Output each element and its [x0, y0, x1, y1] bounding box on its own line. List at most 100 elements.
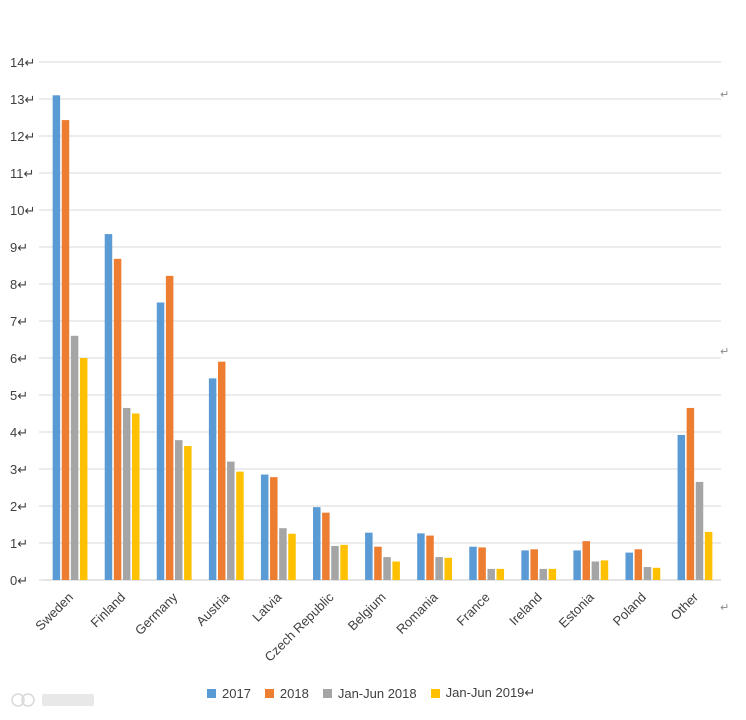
bar	[104, 234, 113, 581]
bar	[340, 544, 348, 580]
x-category-label: Estonia	[556, 589, 598, 631]
bar	[260, 474, 269, 580]
y-tick-label: 3↵	[10, 462, 28, 477]
bar	[625, 552, 633, 580]
bar	[686, 407, 695, 580]
bar	[313, 507, 321, 580]
x-category-label: Finland	[87, 590, 128, 631]
y-tick-label: 12↵	[10, 129, 35, 144]
bar	[374, 546, 382, 580]
legend-label: Jan-Jun 2018	[337, 685, 417, 701]
paragraph-mark-top-right: ↵	[720, 89, 730, 101]
x-category-label: Ireland	[506, 590, 545, 629]
legend: 2017 2018 Jan-Jun 2018 Jan-Jun 2019↵	[207, 685, 535, 701]
bar	[392, 561, 400, 580]
bar	[279, 528, 287, 580]
x-category-label: Romania	[393, 589, 441, 637]
legend-swatch	[264, 688, 274, 698]
bar	[444, 557, 452, 580]
legend-label: 2017	[222, 685, 251, 701]
bar	[270, 477, 278, 580]
bar	[165, 275, 174, 580]
bar	[61, 120, 70, 580]
bar	[634, 549, 643, 580]
legend-item: 2018	[264, 685, 309, 701]
y-tick-label: 7↵	[10, 314, 28, 329]
gridlines	[39, 61, 721, 581]
paragraph-mark-bottom-right: ↵	[720, 602, 730, 614]
legend-item: Jan-Jun 2018	[322, 685, 417, 701]
bar	[331, 545, 339, 580]
y-axis-ticks: 0↵ 1↵ 2↵ 3↵ 4↵ 5↵ 6↵ 7↵ 8↵ 9↵ 10↵ 11↵ 12↵ 13↵ 14↵	[10, 55, 35, 588]
bar	[417, 533, 425, 580]
y-tick-label: 14↵	[10, 55, 35, 70]
y-tick-label: 5↵	[10, 388, 28, 403]
bars	[52, 95, 713, 581]
bar	[70, 335, 79, 580]
bar	[469, 546, 477, 580]
legend-item: 2017	[207, 686, 251, 701]
y-tick-label: 6↵	[10, 351, 28, 366]
x-category-label: Other	[667, 589, 701, 623]
paragraph-mark-middle-right: ↵	[720, 346, 730, 358]
bar	[643, 567, 652, 580]
bar	[677, 434, 686, 580]
legend-label: Jan-Jun 2019↵	[445, 685, 536, 700]
legend-label: 2018	[279, 685, 309, 701]
y-tick-label: 8↵	[10, 277, 28, 292]
y-tick-label: 4↵	[10, 425, 28, 440]
bar	[695, 481, 704, 580]
bar	[539, 568, 548, 580]
y-tick-label: 11↵	[10, 166, 34, 181]
bar	[426, 535, 434, 580]
y-tick-label: 13↵	[10, 92, 35, 107]
bar	[113, 258, 122, 580]
bar	[487, 568, 495, 580]
x-category-label: Sweden	[32, 590, 76, 634]
bar	[600, 560, 609, 580]
bar	[322, 512, 330, 580]
x-category-label: France	[454, 590, 493, 629]
bar	[184, 446, 192, 580]
bar	[217, 361, 226, 580]
x-category-label: Belgium	[345, 590, 389, 634]
x-category-label: Germany	[132, 589, 181, 638]
bar	[132, 413, 140, 580]
bar	[582, 541, 591, 580]
bar	[236, 471, 244, 580]
y-tick-label: 0↵	[10, 573, 28, 588]
bar	[573, 550, 581, 580]
legend-swatch	[322, 688, 332, 698]
legend-swatch	[430, 688, 440, 698]
bar	[591, 561, 600, 580]
y-tick-label: 2↵	[10, 499, 28, 514]
x-category-label: Poland	[610, 590, 649, 629]
x-category-label: Austria	[193, 589, 233, 629]
bar	[174, 440, 183, 580]
bar	[227, 461, 235, 580]
legend-item: Jan-Jun 2019↵	[430, 685, 536, 701]
bar	[435, 557, 443, 580]
bar	[521, 550, 529, 580]
bar	[79, 358, 88, 580]
bar	[52, 95, 61, 581]
bar	[208, 378, 217, 580]
x-category-label: Latvia	[249, 589, 285, 625]
y-tick-label: 1↵	[10, 536, 28, 551]
ai-logo-icon	[11, 693, 94, 707]
bar	[530, 549, 538, 580]
bar	[122, 407, 131, 580]
y-tick-label: 10↵	[10, 203, 35, 218]
bar	[383, 557, 391, 580]
legend-swatch	[207, 688, 216, 698]
bar	[652, 567, 661, 580]
bar	[288, 533, 296, 580]
bar	[478, 547, 486, 580]
bar	[365, 532, 373, 580]
y-tick-label: 9↵	[10, 240, 28, 255]
bar	[548, 568, 557, 580]
bar	[496, 568, 505, 580]
